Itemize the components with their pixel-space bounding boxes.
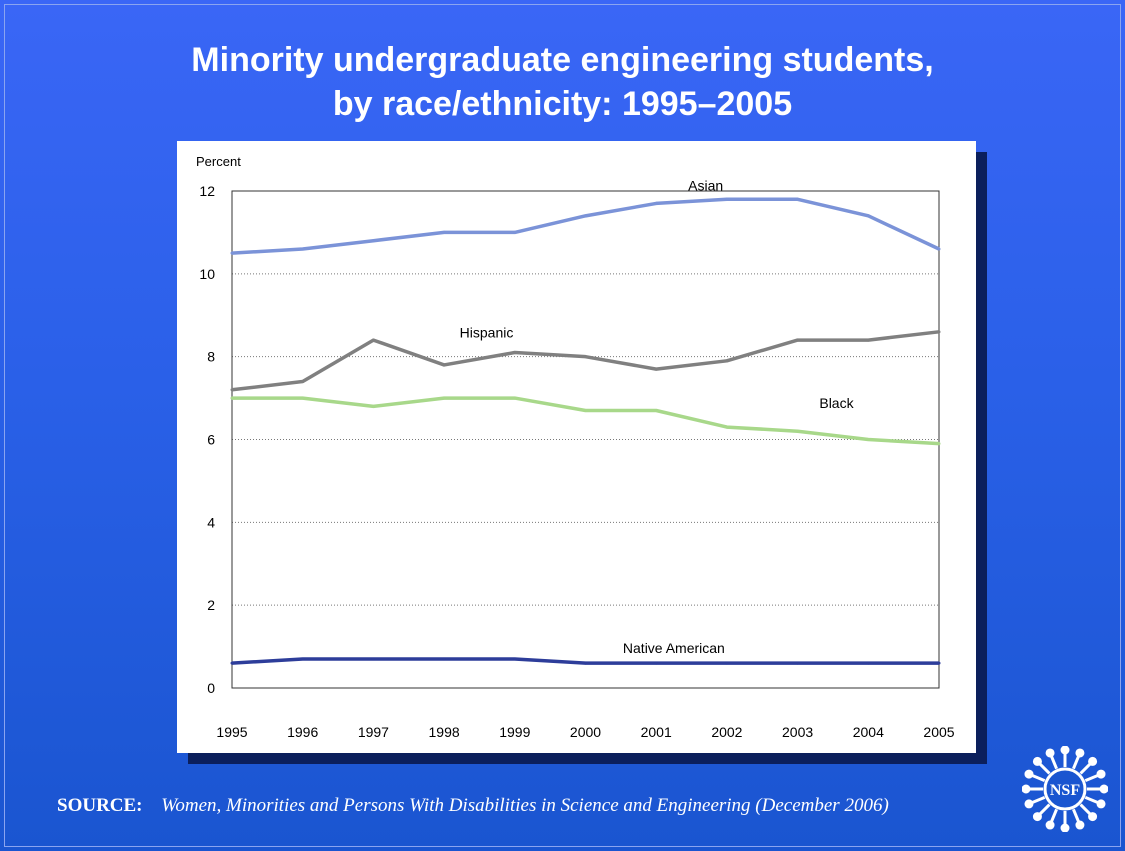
data-point bbox=[725, 359, 729, 363]
data-point bbox=[796, 338, 800, 342]
data-point bbox=[513, 657, 517, 661]
data-point bbox=[866, 214, 870, 218]
data-point bbox=[866, 661, 870, 665]
logo-ray-tip bbox=[1032, 812, 1042, 822]
data-point bbox=[937, 247, 941, 251]
series-label: Black bbox=[819, 395, 854, 411]
data-point bbox=[937, 442, 941, 446]
y-tick-label: 2 bbox=[207, 597, 215, 613]
x-tick-label: 1999 bbox=[499, 724, 530, 740]
data-point bbox=[654, 661, 658, 665]
y-axis-label: Percent bbox=[196, 154, 241, 169]
data-point bbox=[301, 657, 305, 661]
y-tick-label: 10 bbox=[199, 266, 215, 282]
data-point bbox=[725, 661, 729, 665]
logo-ray-tip bbox=[1096, 769, 1106, 779]
data-point bbox=[796, 661, 800, 665]
data-point bbox=[513, 230, 517, 234]
x-tick-label: 1996 bbox=[287, 724, 318, 740]
source-label: SOURCE: bbox=[57, 795, 143, 816]
data-point bbox=[230, 661, 234, 665]
source-text: Women, Minorities and Persons With Disab… bbox=[161, 795, 889, 816]
data-point bbox=[301, 380, 305, 384]
plot-area-frame bbox=[231, 190, 940, 689]
logo-ray-tip bbox=[1088, 812, 1098, 822]
data-point bbox=[371, 657, 375, 661]
data-point bbox=[654, 367, 658, 371]
logo-ray-tip bbox=[1060, 823, 1070, 832]
data-point bbox=[442, 396, 446, 400]
x-tick-label: 2000 bbox=[570, 724, 601, 740]
data-point bbox=[584, 409, 587, 413]
data-point bbox=[230, 388, 234, 392]
data-point bbox=[230, 396, 234, 400]
y-tick-label: 6 bbox=[207, 432, 215, 448]
x-tick-label: 1997 bbox=[358, 724, 389, 740]
x-tick-label: 2004 bbox=[853, 724, 884, 740]
data-point bbox=[230, 251, 234, 255]
y-tick-label: 8 bbox=[207, 349, 215, 365]
line-chart: 0 2 4 6 8 10 12 1995 1996 1997 1998 1999 2000 2001 200… bbox=[196, 154, 955, 740]
data-point bbox=[796, 429, 800, 433]
series-label: Native American bbox=[623, 640, 725, 656]
data-point bbox=[725, 197, 729, 201]
x-tick-label: 2003 bbox=[782, 724, 813, 740]
x-tick-label: 2002 bbox=[711, 724, 742, 740]
data-point bbox=[654, 201, 658, 205]
source-note: SOURCE: Women, Minorities and Persons Wi… bbox=[57, 795, 889, 817]
x-tick-label: 1998 bbox=[429, 724, 460, 740]
data-point bbox=[301, 396, 305, 400]
data-point bbox=[796, 197, 800, 201]
nsf-logo: NSF bbox=[1022, 746, 1108, 832]
logo-ray-tip bbox=[1096, 799, 1106, 809]
data-point bbox=[584, 661, 587, 665]
logo-ray-tip bbox=[1075, 748, 1085, 758]
data-point bbox=[654, 409, 658, 413]
data-point bbox=[937, 661, 941, 665]
data-point bbox=[513, 351, 517, 355]
series-line-asian bbox=[231, 197, 940, 255]
data-point bbox=[725, 425, 729, 429]
chart-panel: 0 2 4 6 8 10 12 1995 1996 1997 1998 1999 2000 2001 200… bbox=[177, 141, 976, 753]
title-line-2: by race/ethnicity: 1995–2005 bbox=[332, 85, 793, 123]
data-point bbox=[513, 396, 517, 400]
series-label: Asian bbox=[688, 178, 723, 194]
data-point bbox=[371, 404, 375, 408]
y-tick-label: 0 bbox=[207, 680, 215, 696]
logo-ray-tip bbox=[1024, 799, 1034, 809]
y-tick-label: 4 bbox=[207, 514, 215, 530]
x-tick-label: 1995 bbox=[216, 724, 247, 740]
title-line-1: Minority undergraduate engineering stude… bbox=[191, 41, 934, 79]
data-point bbox=[442, 363, 446, 367]
logo-ray-tip bbox=[1060, 746, 1070, 755]
data-point bbox=[442, 657, 446, 661]
x-tick-label: 2005 bbox=[923, 724, 954, 740]
slide-title: Minority undergraduate engineering stude… bbox=[0, 38, 1125, 126]
logo-ray-tip bbox=[1045, 820, 1055, 830]
series-line-hispanic bbox=[231, 330, 940, 392]
logo-ray-tip bbox=[1075, 820, 1085, 830]
data-point bbox=[371, 338, 375, 342]
data-point bbox=[866, 438, 870, 441]
y-tick-label: 12 bbox=[199, 183, 215, 199]
series-label: Hispanic bbox=[460, 324, 514, 340]
data-point bbox=[584, 355, 587, 359]
data-point bbox=[301, 247, 305, 251]
data-point bbox=[371, 239, 375, 243]
data-point bbox=[584, 214, 587, 218]
logo-ray-tip bbox=[1024, 769, 1034, 779]
data-point bbox=[866, 338, 870, 342]
x-tick-label: 2001 bbox=[641, 724, 672, 740]
data-point bbox=[937, 330, 941, 334]
logo-ray-tip bbox=[1022, 784, 1031, 794]
logo-ray-tip bbox=[1032, 756, 1042, 766]
logo-ray-tip bbox=[1088, 756, 1098, 766]
nsf-logo-text: NSF bbox=[1050, 782, 1080, 799]
data-point bbox=[442, 230, 446, 234]
logo-ray-tip bbox=[1045, 748, 1055, 758]
logo-ray-tip bbox=[1099, 784, 1108, 794]
